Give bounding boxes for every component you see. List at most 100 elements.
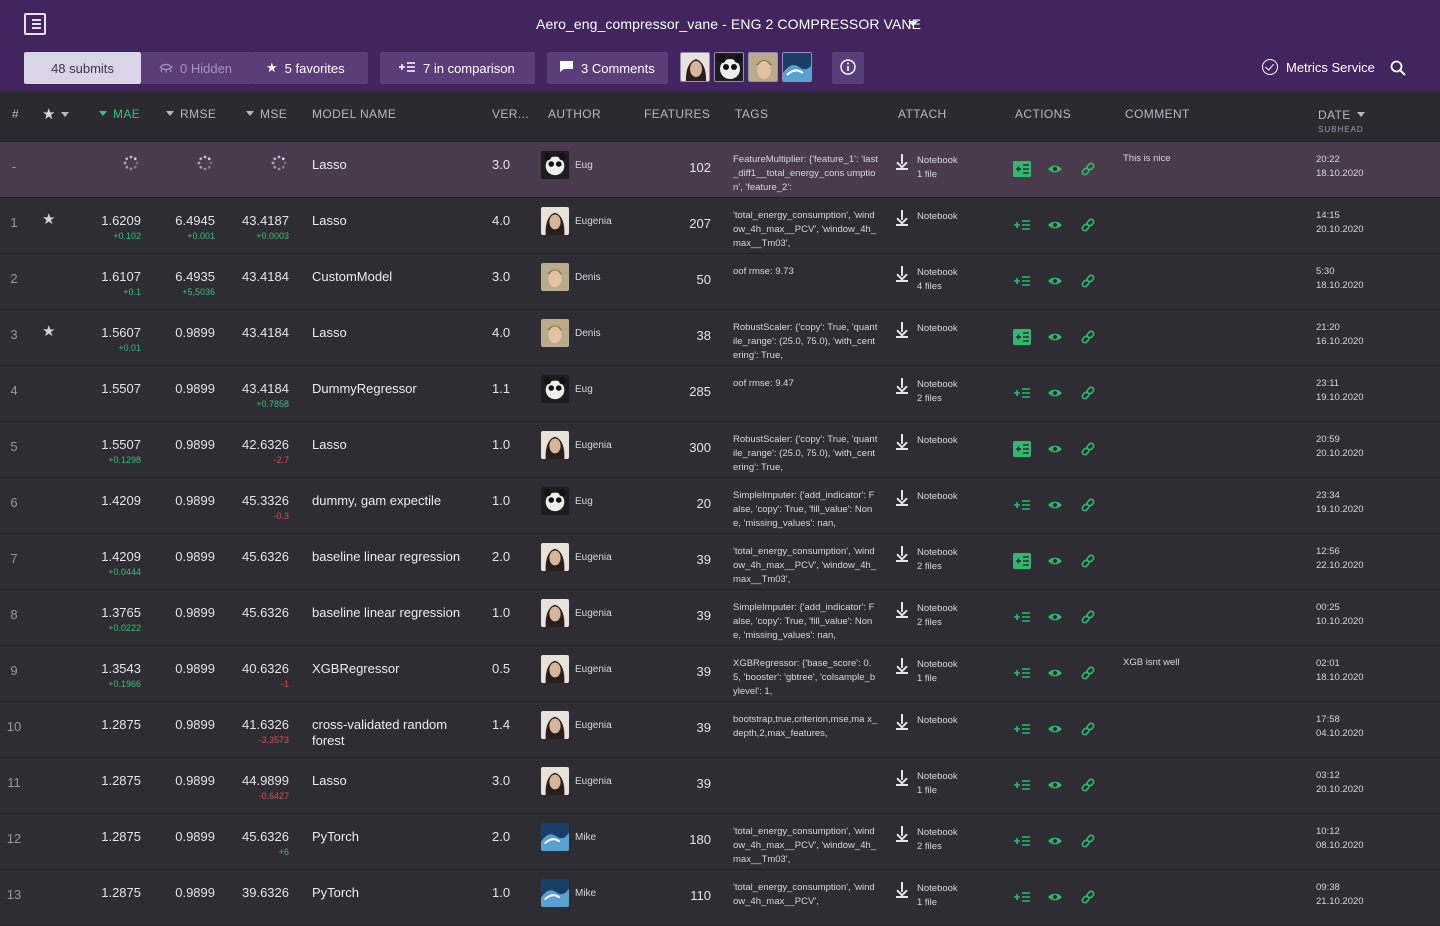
- col-comment[interactable]: COMMENT: [1125, 107, 1190, 121]
- attachment[interactable]: Notebook 2 files: [895, 602, 958, 630]
- view-eye-icon[interactable]: [1046, 553, 1064, 569]
- attachment[interactable]: Notebook 4 files: [895, 266, 958, 294]
- view-eye-icon[interactable]: [1046, 833, 1064, 849]
- download-icon[interactable]: [895, 434, 909, 450]
- comment-text[interactable]: This is nice: [1123, 153, 1171, 164]
- link-icon[interactable]: [1079, 553, 1097, 569]
- comments-button[interactable]: 3 Comments: [547, 52, 668, 84]
- download-icon[interactable]: [895, 266, 909, 282]
- col-mae[interactable]: MAE: [99, 107, 140, 121]
- view-eye-icon[interactable]: [1046, 777, 1064, 793]
- add-to-comparison-icon[interactable]: [1013, 889, 1031, 905]
- table-row[interactable]: 9 1.3543 +0.1966 0.9899 40.6326 -1 XGBRegresso…: [0, 646, 1440, 702]
- col-model-name[interactable]: MODEL NAME: [312, 107, 397, 121]
- attachment[interactable]: Notebook 2 files: [895, 826, 958, 854]
- view-eye-icon[interactable]: [1046, 273, 1064, 289]
- attachment[interactable]: Notebook 2 files: [895, 546, 958, 574]
- hidden-button[interactable]: 0 Hidden: [141, 52, 252, 84]
- author[interactable]: Eugenia: [541, 655, 612, 683]
- favorites-button[interactable]: ★ 5 favorites: [252, 52, 368, 84]
- table-menu-icon[interactable]: [24, 13, 46, 35]
- col-tags[interactable]: TAGS: [735, 107, 769, 121]
- col-favorite-star-icon[interactable]: ★: [42, 105, 75, 123]
- add-to-comparison-icon[interactable]: [1013, 777, 1031, 793]
- submits-button[interactable]: 48 submits: [24, 52, 141, 84]
- view-eye-icon[interactable]: [1046, 161, 1064, 177]
- add-to-comparison-icon[interactable]: [1013, 497, 1031, 513]
- add-to-comparison-icon[interactable]: [1013, 665, 1031, 681]
- author[interactable]: Mike: [541, 879, 596, 907]
- download-icon[interactable]: [895, 658, 909, 674]
- search-icon[interactable]: [1390, 60, 1406, 81]
- link-icon[interactable]: [1079, 441, 1097, 457]
- view-eye-icon[interactable]: [1046, 497, 1064, 513]
- comparison-button[interactable]: 7 in comparison: [380, 52, 535, 84]
- author[interactable]: Eugenia: [541, 599, 612, 627]
- favorite-star-icon[interactable]: ★: [42, 211, 56, 228]
- add-to-comparison-icon[interactable]: [1013, 833, 1031, 849]
- in-comparison-icon[interactable]: [1013, 553, 1031, 569]
- view-eye-icon[interactable]: [1046, 217, 1064, 233]
- in-comparison-icon[interactable]: [1013, 441, 1031, 457]
- table-row[interactable]: 12 1.2875 0.9899 45.6326 +6 PyTorch 2.0 Mike 180…: [0, 814, 1440, 870]
- author[interactable]: Denis: [541, 263, 601, 291]
- table-row[interactable]: 11 1.2875 0.9899 44.9899 -0.6427 Lasso 3.0 Euge…: [0, 758, 1440, 814]
- table-row[interactable]: - Lasso 3.0 Eug 102 FeatureMultiplier: {'feat…: [0, 142, 1440, 198]
- author[interactable]: Eugenia: [541, 431, 612, 459]
- view-eye-icon[interactable]: [1046, 385, 1064, 401]
- author[interactable]: Eugenia: [541, 767, 612, 795]
- model-name[interactable]: cross-validated random forest: [312, 717, 448, 748]
- table-row[interactable]: 8 1.3765 +0.0222 0.9899 45.6326 baseline line…: [0, 590, 1440, 646]
- attachment[interactable]: Notebook: [895, 714, 958, 730]
- table-row[interactable]: 10 1.2875 0.9899 41.6326 -3.3573 cross-valida…: [0, 702, 1440, 758]
- download-icon[interactable]: [895, 210, 909, 226]
- model-name[interactable]: baseline linear regression: [312, 605, 461, 620]
- in-comparison-icon[interactable]: [1013, 161, 1031, 177]
- metrics-service-link[interactable]: Metrics Service: [1262, 59, 1375, 75]
- favorite-star-icon[interactable]: ★: [42, 323, 56, 340]
- view-eye-icon[interactable]: [1046, 329, 1064, 345]
- attachment[interactable]: Notebook 1 file: [895, 882, 958, 910]
- view-eye-icon[interactable]: [1046, 721, 1064, 737]
- download-icon[interactable]: [895, 322, 909, 338]
- link-icon[interactable]: [1079, 777, 1097, 793]
- comment-text[interactable]: XGB isnt well: [1123, 657, 1180, 668]
- add-to-comparison-icon[interactable]: [1013, 721, 1031, 737]
- col-author[interactable]: AUTHOR: [548, 107, 602, 121]
- model-name[interactable]: PyTorch: [312, 885, 359, 900]
- link-icon[interactable]: [1079, 385, 1097, 401]
- view-eye-icon[interactable]: [1046, 609, 1064, 625]
- author[interactable]: Eug: [541, 487, 593, 515]
- col-version[interactable]: VER...: [492, 107, 530, 121]
- download-icon[interactable]: [895, 602, 909, 618]
- link-icon[interactable]: [1079, 273, 1097, 289]
- view-eye-icon[interactable]: [1046, 889, 1064, 905]
- table-row[interactable]: 4 1.5507 0.9899 43.4184 +0.7858 DummyRegresso…: [0, 366, 1440, 422]
- view-eye-icon[interactable]: [1046, 441, 1064, 457]
- table-row[interactable]: 1 ★ 1.6209 +0.102 6.4945 +0.001 43.4187 +0.0003…: [0, 198, 1440, 254]
- download-icon[interactable]: [895, 882, 909, 898]
- col-attach[interactable]: ATTACH: [898, 107, 947, 121]
- link-icon[interactable]: [1079, 161, 1097, 177]
- model-name[interactable]: Lasso: [312, 773, 347, 788]
- author[interactable]: Mike: [541, 823, 596, 851]
- download-icon[interactable]: [895, 546, 909, 562]
- model-name[interactable]: Lasso: [312, 213, 347, 228]
- avatar-man[interactable]: [748, 52, 778, 82]
- avatar-panda[interactable]: [714, 52, 744, 82]
- download-icon[interactable]: [895, 714, 909, 730]
- model-name[interactable]: DummyRegressor: [312, 381, 417, 396]
- author[interactable]: Eugenia: [541, 207, 612, 235]
- model-name[interactable]: Lasso: [312, 157, 347, 172]
- link-icon[interactable]: [1079, 721, 1097, 737]
- table-row[interactable]: 5 1.5507 +0.1298 0.9899 42.6326 -2.7 Lasso 1.0 E…: [0, 422, 1440, 478]
- model-name[interactable]: PyTorch: [312, 829, 359, 844]
- link-icon[interactable]: [1079, 217, 1097, 233]
- table-row[interactable]: 13 1.2875 0.9899 39.6326 PyTorch 1.0 Mike 110 't…: [0, 870, 1440, 926]
- add-to-comparison-icon[interactable]: [1013, 609, 1031, 625]
- add-to-comparison-icon[interactable]: [1013, 385, 1031, 401]
- chevron-down-icon[interactable]: [908, 21, 918, 26]
- table-row[interactable]: 7 1.4209 +0.0444 0.9899 45.6326 baseline line…: [0, 534, 1440, 590]
- table-row[interactable]: 6 1.4209 0.9899 45.3326 -0.3 dummy, gam expec…: [0, 478, 1440, 534]
- model-name[interactable]: Lasso: [312, 437, 347, 452]
